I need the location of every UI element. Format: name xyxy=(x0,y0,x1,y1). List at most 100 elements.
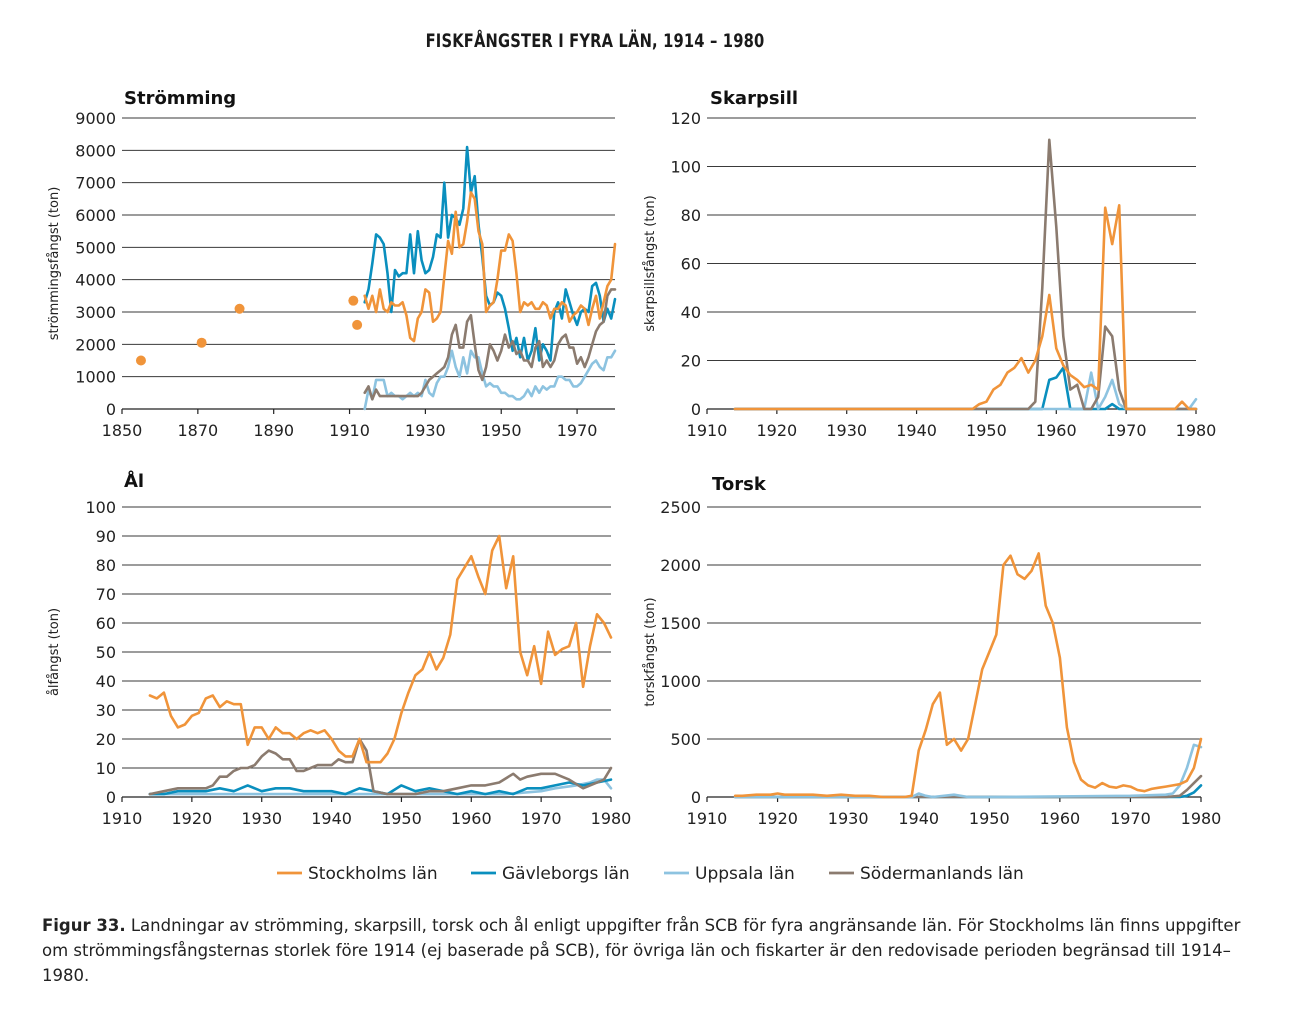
series-line-stockholms-län xyxy=(363,191,617,343)
series-line-uppsala-län xyxy=(733,743,1203,799)
data-point xyxy=(196,337,207,348)
x-tick-label: 1980 xyxy=(1176,421,1217,440)
y-tick-label: 20 xyxy=(96,730,116,749)
y-tick-label: 50 xyxy=(96,643,116,662)
chart-panel-4: Torsk 0 500 1000 1500 2000 2500 1910 1920 1930 194… xyxy=(643,474,1221,828)
y-tick-label: 60 xyxy=(681,255,701,274)
figure-caption: Figur 33. Landningar av strömming, skarp… xyxy=(42,913,1262,988)
x-tick-label: 1970 xyxy=(1110,809,1151,828)
x-tick-label: 1970 xyxy=(1106,421,1147,440)
series-line-uppsala-län xyxy=(363,349,617,411)
chart-title: Ål xyxy=(124,469,144,492)
y-tick-label: 500 xyxy=(670,730,701,749)
x-tick-label: 1940 xyxy=(311,809,352,828)
y-tick-label: 9000 xyxy=(75,109,116,128)
y-tick-label: 2000 xyxy=(75,335,116,354)
y-tick-label: 2500 xyxy=(660,498,701,517)
y-tick-label: 1000 xyxy=(75,368,116,387)
series-line-södermanlands-län xyxy=(363,288,617,401)
chart-panel-2: Skarpsill 0 20 40 60 80 100 120 1910 1920 1930 1940… xyxy=(643,88,1216,440)
y-tick-label: 3000 xyxy=(75,303,116,322)
x-tick-label: 1950 xyxy=(966,421,1007,440)
y-tick-label: 10 xyxy=(96,759,116,778)
x-tick-label: 1870 xyxy=(177,421,218,440)
x-tick-label: 1930 xyxy=(241,809,282,828)
chart-title: Torsk xyxy=(712,474,767,495)
x-tick-label: 1960 xyxy=(451,809,492,828)
x-tick-label: 1950 xyxy=(481,421,522,440)
x-tick-label: 1910 xyxy=(687,809,728,828)
x-tick-label: 1920 xyxy=(757,809,798,828)
figure-title: FISKFÅNGSTER I FYRA LÄN, 1914 – 1980 xyxy=(425,30,765,52)
x-tick-label: 1980 xyxy=(591,809,632,828)
y-tick-label: 30 xyxy=(96,701,116,720)
y-tick-label: 70 xyxy=(96,585,116,604)
charts-canvas: Strömming0100020003000400050006000700080… xyxy=(47,88,1221,884)
legend-label: Södermanlands län xyxy=(860,864,1024,884)
chart-title: Strömming xyxy=(124,88,236,109)
x-tick-label: 1980 xyxy=(1181,809,1222,828)
x-tick-label: 1960 xyxy=(1039,809,1080,828)
y-tick-label: 80 xyxy=(681,206,701,225)
chart-panel-3: Ål 0 10 20 30 40 50 60 70 80 90 100 1910 1920 1930 1940… xyxy=(47,469,631,828)
y-tick-label: 1000 xyxy=(660,672,701,691)
x-tick-label: 1910 xyxy=(102,809,143,828)
x-tick-label: 1890 xyxy=(253,421,294,440)
y-tick-label: 7000 xyxy=(75,174,116,193)
x-tick-label: 1940 xyxy=(898,809,939,828)
y-tick-label: 90 xyxy=(96,527,116,546)
x-tick-label: 1920 xyxy=(756,421,797,440)
y-tick-label: 40 xyxy=(681,303,701,322)
y-tick-label: 60 xyxy=(96,614,116,633)
y-tick-label: 100 xyxy=(670,158,701,177)
series-line-södermanlands-län xyxy=(733,138,1198,411)
y-tick-label: 4000 xyxy=(75,271,116,290)
y-tick-label: 40 xyxy=(96,672,116,691)
x-tick-label: 1970 xyxy=(557,421,598,440)
x-tick-label: 1850 xyxy=(102,421,143,440)
y-tick-label: 80 xyxy=(96,556,116,575)
series-line-södermanlands-län xyxy=(148,737,613,796)
x-tick-label: 1940 xyxy=(896,421,937,440)
y-tick-label: 0 xyxy=(691,400,701,419)
chart-panel-1: Strömming 0 1000 2000 3000 4000 5000 6000 7000 80… xyxy=(47,88,617,440)
x-tick-label: 1970 xyxy=(521,809,562,828)
caption-text: Landningar av strömming, skarpsill, tors… xyxy=(42,916,1241,985)
y-tick-label: 2000 xyxy=(660,556,701,575)
y-axis-label: strömmingsfångst (ton) xyxy=(47,187,62,341)
series-line-stockholms-län xyxy=(733,204,1198,411)
y-axis-label: torskfångst (ton) xyxy=(643,597,658,706)
data-point xyxy=(352,319,363,330)
y-tick-label: 6000 xyxy=(75,206,116,225)
x-tick-label: 1930 xyxy=(405,421,446,440)
y-tick-label: 0 xyxy=(691,788,701,807)
x-tick-label: 1930 xyxy=(828,809,869,828)
y-tick-label: 5000 xyxy=(75,238,116,257)
y-tick-label: 0 xyxy=(106,400,116,419)
series-line-gävleborgs-län xyxy=(363,145,617,362)
y-tick-label: 1500 xyxy=(660,614,701,633)
y-tick-label: 100 xyxy=(85,498,116,517)
series-line-stockholms-län xyxy=(733,552,1203,799)
data-point xyxy=(135,355,146,366)
caption-label: Figur 33. xyxy=(42,916,126,935)
legend-label: Stockholms län xyxy=(308,864,438,884)
legend-label: Uppsala län xyxy=(695,864,795,884)
x-tick-label: 1960 xyxy=(1036,421,1077,440)
x-tick-label: 1950 xyxy=(969,809,1010,828)
x-tick-label: 1920 xyxy=(171,809,212,828)
x-tick-label: 1930 xyxy=(826,421,867,440)
y-axis-label: ålfångst (ton) xyxy=(47,608,62,696)
y-tick-label: 120 xyxy=(670,109,701,128)
legend-label: Gävleborgs län xyxy=(502,864,630,884)
data-point xyxy=(234,303,245,314)
y-tick-label: 0 xyxy=(106,788,116,807)
x-tick-label: 1910 xyxy=(687,421,728,440)
legend: Stockholms län Gävleborgs län Uppsala län S… xyxy=(277,864,1024,884)
chart-title: Skarpsill xyxy=(710,88,798,109)
series-line-stockholms-län xyxy=(148,534,613,764)
y-axis-label: skarpsillsfångst (ton) xyxy=(643,195,658,332)
x-tick-label: 1950 xyxy=(381,809,422,828)
y-tick-label: 20 xyxy=(681,352,701,371)
y-tick-label: 8000 xyxy=(75,141,116,160)
